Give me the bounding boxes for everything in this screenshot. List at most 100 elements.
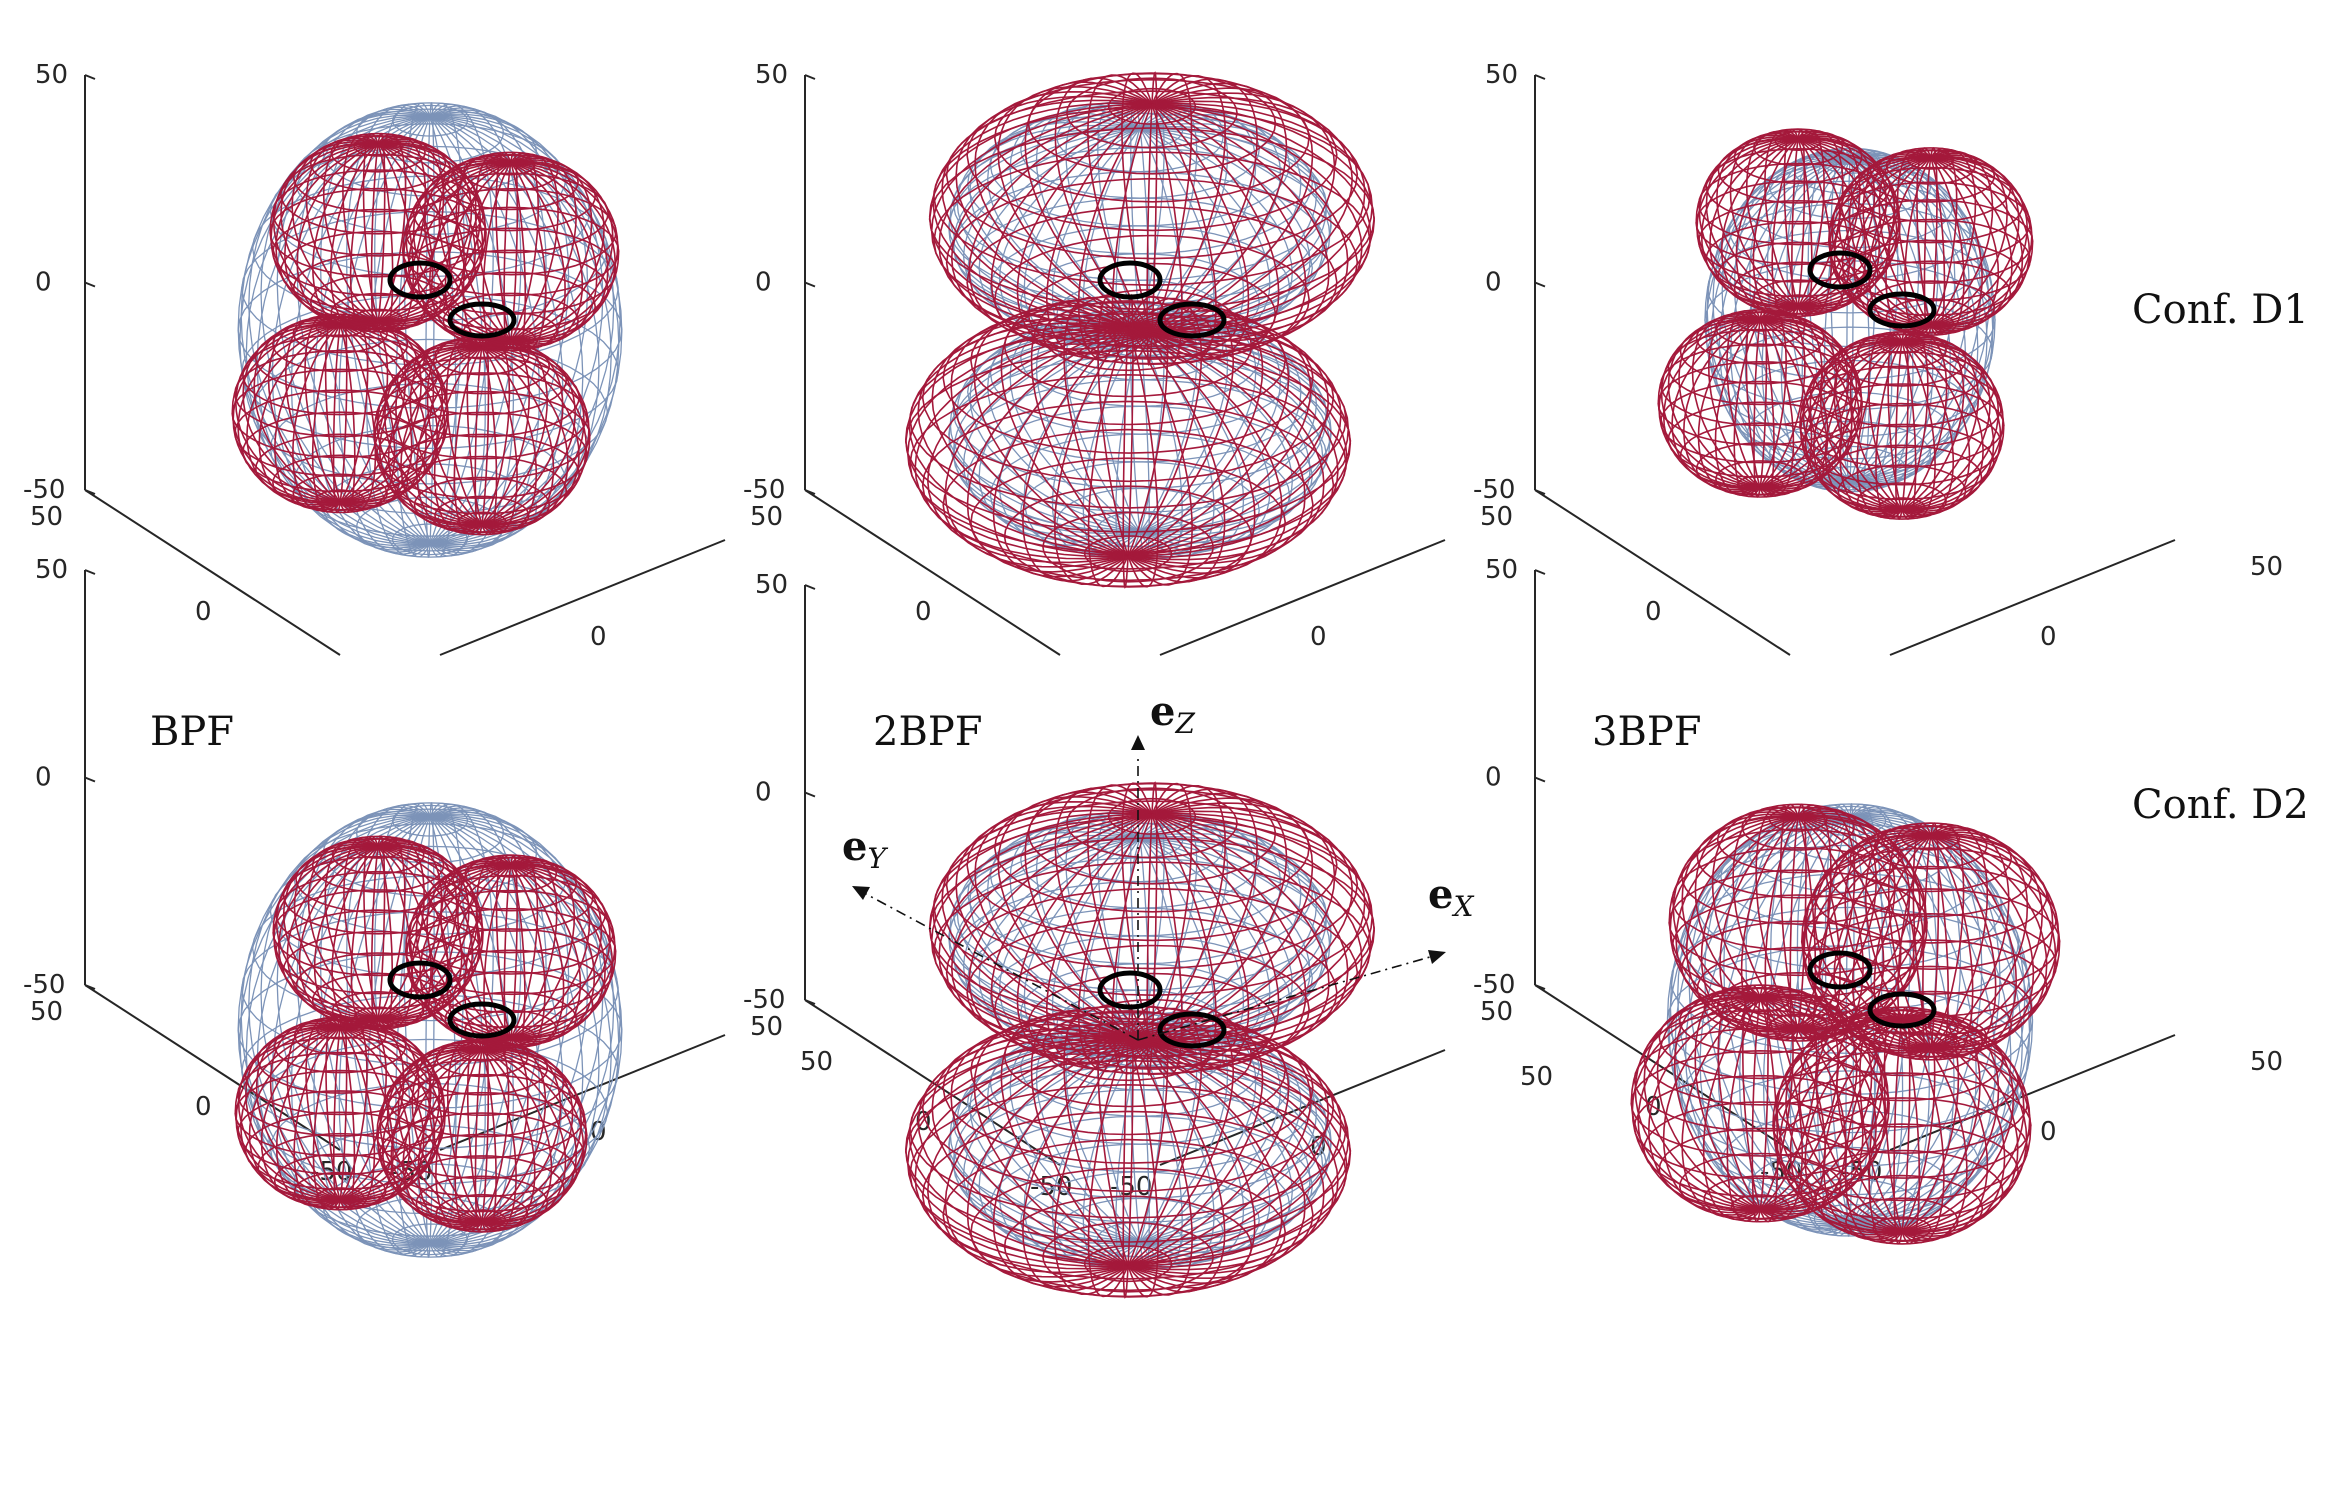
red-lobe-lower-lon bbox=[1128, 1035, 1350, 1267]
red-lobe-top-right-lon bbox=[1887, 823, 1932, 1048]
rotor-ring-front bbox=[1097, 260, 1163, 300]
red-lobe-top-right-lon bbox=[1873, 834, 1932, 1059]
red-lobe-bottom-right-lon bbox=[1901, 340, 2005, 511]
red-lobe-lower-lon bbox=[906, 326, 1129, 558]
red-lobe-bottom-left-lon bbox=[1667, 316, 1761, 488]
blue-lobe-envelope-lon bbox=[429, 103, 494, 544]
z-tick bbox=[804, 281, 816, 288]
blue-lobe-lower-lon bbox=[1130, 308, 1141, 532]
red-lobe-lower-lon bbox=[1127, 326, 1325, 565]
red-lobe-bottom-left-lon bbox=[333, 1026, 341, 1211]
red-lobe-top-left-lon bbox=[305, 137, 379, 323]
red-lobe-bottom-left bbox=[234, 1016, 447, 1211]
red-lobe-top-left-lon bbox=[307, 839, 379, 1020]
blue-lobe-envelope-lon bbox=[1668, 816, 1851, 1224]
red-lobe-bottom-left-lon bbox=[1673, 989, 1761, 1211]
red-lobe-bottom-right-lon bbox=[1815, 1011, 1903, 1233]
x-axis-line bbox=[1889, 539, 2176, 656]
red-lobe-top-left-lon bbox=[1797, 128, 1806, 307]
blue-lobe-upper-lon bbox=[969, 831, 1141, 1035]
red-lobe-lower-lon bbox=[1127, 1029, 1330, 1267]
red-lobe-bottom-right-lon bbox=[383, 343, 483, 526]
z-tick-label: 0 bbox=[35, 268, 52, 298]
red-lobe-bottom-right-lon bbox=[411, 1042, 483, 1223]
red-lobe-top-left bbox=[272, 835, 484, 1030]
red-lobe-upper-lon bbox=[1151, 78, 1258, 334]
red-lobe-bottom-right-lon bbox=[1839, 341, 1903, 517]
red-lobe-upper-lon bbox=[1151, 96, 1354, 334]
z-tick-label: 50 bbox=[35, 555, 68, 585]
red-lobe-upper-lon bbox=[1151, 103, 1307, 352]
z-tick bbox=[1534, 776, 1546, 783]
blue-lobe-lower-lon bbox=[1139, 322, 1282, 533]
z-tick-label: -50 bbox=[23, 970, 65, 1000]
red-lobe-top-right-lon bbox=[1929, 147, 1938, 326]
blue-lobe-lower-lon bbox=[962, 1045, 1141, 1248]
red-lobe-lower-lon bbox=[1127, 1019, 1290, 1267]
blue-lobe-lower-lon bbox=[1139, 1032, 1282, 1243]
ey-symbol: e bbox=[842, 823, 867, 870]
red-lobe-top-left-lon bbox=[1797, 130, 1844, 308]
red-lobe-upper-lon bbox=[930, 103, 1152, 335]
red-lobe-upper-lon bbox=[1151, 782, 1193, 1044]
red-lobe-upper-lon bbox=[928, 103, 1152, 334]
red-lobe-top-right-lon bbox=[510, 864, 582, 1045]
red-lobe-bottom-left-lon bbox=[253, 319, 341, 503]
red-lobe-top-left-lon bbox=[1797, 803, 1807, 1029]
red-lobe-bottom-left-lon bbox=[1726, 310, 1761, 488]
red-lobe-upper-lon bbox=[1151, 102, 1374, 334]
rotor-ring-front bbox=[387, 260, 453, 300]
red-lobe-top-left-lon bbox=[1797, 814, 1921, 1030]
red-lobe-lower-lon bbox=[1128, 326, 1352, 557]
z-tick-label: -50 bbox=[1473, 475, 1515, 505]
red-lobe-bottom-right-lon bbox=[481, 1038, 490, 1222]
z-tick-label: 50 bbox=[755, 60, 788, 90]
red-lobe-upper-lon bbox=[955, 805, 1153, 1044]
red-lobe-top-right-lon bbox=[510, 162, 566, 349]
red-lobe-top-right-lon bbox=[426, 860, 511, 1039]
z-tick-label: 50 bbox=[1485, 555, 1518, 585]
blue-lobe-upper-lon bbox=[1139, 127, 1324, 327]
red-lobe-upper-lon bbox=[1151, 788, 1258, 1044]
red-lobe-bottom-right-lon bbox=[415, 346, 483, 532]
red-lobe-top-right-lon bbox=[423, 157, 511, 341]
red-lobe-top-right-lon bbox=[510, 864, 565, 1047]
red-lobe-bottom-left-lon bbox=[339, 1016, 348, 1200]
red-lobe-upper-lon bbox=[938, 813, 1153, 1047]
red-lobe-top-left-lon bbox=[269, 143, 379, 323]
red-lobe-top-right-lon bbox=[1930, 826, 2010, 1049]
x-tick-label: 50 bbox=[2250, 1047, 2283, 1077]
red-lobe-bottom-left-lon bbox=[1637, 996, 1761, 1212]
red-lobe-bottom-left-lon bbox=[267, 317, 341, 503]
red-lobe-bottom-left-lon bbox=[1760, 318, 1853, 491]
red-lobe-lower-lon bbox=[914, 1036, 1129, 1270]
blue-lobe-envelope-lon bbox=[1762, 816, 1851, 1234]
red-lobe-upper-lon bbox=[928, 813, 1152, 1044]
red-lobe-bottom-right-lon bbox=[1901, 1017, 2025, 1233]
red-lobe-top-right-lon bbox=[510, 161, 609, 344]
red-lobe-top-left-lon bbox=[1675, 815, 1799, 1031]
red-lobe-top-right-lon bbox=[1930, 824, 1989, 1049]
red-lobe-top-right-lon bbox=[440, 858, 512, 1039]
blue-lobe-envelope-lon bbox=[429, 807, 547, 1244]
red-lobe-upper-lon bbox=[950, 813, 1153, 1051]
red-lobe-lower-lon bbox=[1127, 295, 1169, 557]
blue-lobe-upper-lon bbox=[1139, 837, 1271, 1050]
red-lobe-top-right-lon bbox=[1862, 151, 1932, 327]
red-lobe-bottom-left-lon bbox=[1759, 996, 1847, 1218]
rotor-ring-rear bbox=[1867, 291, 1937, 329]
red-lobe-top-right-lon bbox=[1930, 833, 2054, 1049]
red-lobe-top-left-lon bbox=[1797, 816, 1817, 1042]
blue-lobe-envelope-lon bbox=[290, 116, 431, 551]
red-lobe-bottom-right-lon bbox=[481, 1048, 536, 1231]
red-lobe-lower-lon bbox=[1127, 1036, 1306, 1280]
red-lobe-top-left-lon bbox=[1695, 138, 1799, 308]
blue-lobe-envelope-lon bbox=[429, 107, 547, 544]
red-lobe-top-right-lon bbox=[1930, 156, 2034, 327]
rotor-ring-front bbox=[1807, 950, 1873, 990]
red-lobe-lower-lon bbox=[1127, 1033, 1342, 1267]
blue-lobe-upper-lon bbox=[987, 826, 1141, 1035]
